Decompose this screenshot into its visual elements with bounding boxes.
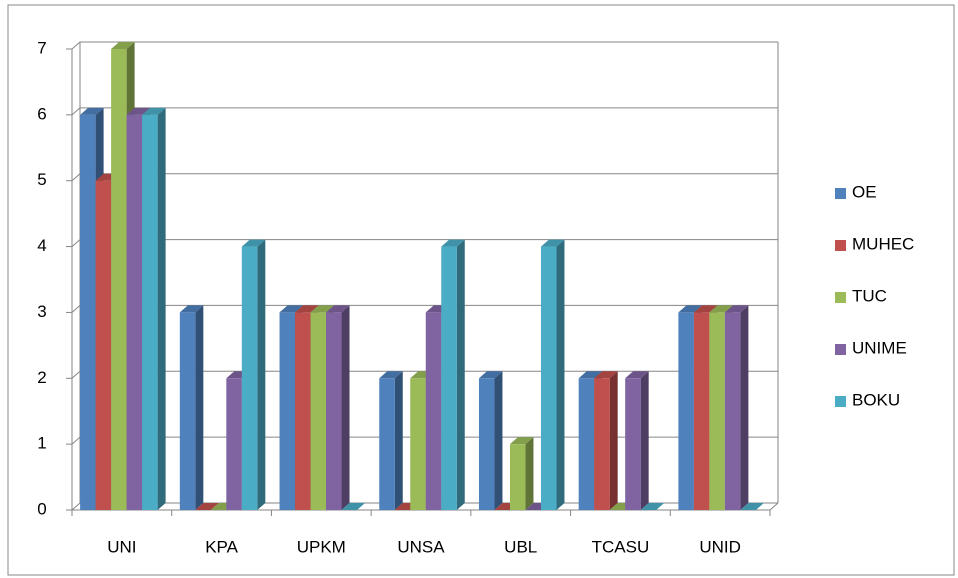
bar-side [740,305,749,510]
legend-label: BOKU [852,390,900,409]
bar [126,114,143,510]
bar-side [341,305,350,510]
bar-top [80,107,104,115]
bar-top [478,371,503,379]
bar [425,312,442,510]
bar-side [609,371,618,510]
bar-top [279,305,304,313]
bar-top [509,437,534,445]
bar [326,312,342,510]
bar-top [341,503,366,510]
bar-top [441,239,465,247]
bar-top [142,107,166,115]
bar-top [693,305,718,313]
bar-top [640,503,665,510]
bar-top [310,305,335,313]
bar-side [195,305,204,510]
x-tick-label: UNSA [397,537,445,556]
grid-line [71,239,778,247]
bar [241,246,258,511]
legend-label: MUHEC [852,234,914,253]
legend-swatch [835,240,846,251]
bar-side [394,371,403,510]
bar [179,312,196,510]
legend-label: UNIME [852,338,907,357]
bar [509,444,526,510]
bar-top [709,305,733,313]
bar [625,378,641,510]
grid-line [71,173,778,182]
x-tick-label: KPA [205,537,238,556]
bar [724,312,741,510]
bar [709,312,725,510]
bar-top [326,305,350,313]
bar [441,246,457,511]
bar [540,246,557,511]
bar [95,180,112,510]
bar [678,312,694,510]
bar [295,312,311,510]
legend-label: TUC [852,286,887,305]
bar [310,312,327,510]
bar [594,378,610,510]
bar [379,378,395,510]
bar [80,114,96,510]
x-tick-label: TCASU [592,537,650,556]
bar [142,114,158,510]
bar [478,378,495,510]
legend-swatch [835,188,846,199]
y-tick-label: 1 [37,434,46,453]
x-tick-label: UPKM [297,537,346,556]
bar-top [126,107,151,115]
bar-side [494,371,503,510]
bar-top [111,42,135,49]
bar [279,312,296,510]
bar-top [724,305,749,313]
legend-swatch [835,292,846,303]
y-tick-label: 3 [37,302,46,321]
bar-side [456,239,465,511]
bar-top [540,239,565,247]
bar-top [195,503,219,510]
bar [410,378,426,510]
y-tick-label: 7 [37,38,46,57]
floor-right [769,502,779,511]
bar-side [157,107,166,510]
y-tick-label: 4 [37,236,46,255]
bar [111,49,127,510]
grid-line [71,107,778,116]
bar-top [594,371,618,379]
y-tick-label: 0 [37,499,46,518]
y-tick-label: 5 [37,170,46,189]
y-tick-label: 6 [37,104,46,123]
y-tick-label: 2 [37,368,46,387]
bar [693,312,710,510]
bar-top [241,239,266,247]
bar [578,378,595,510]
grid-line [71,41,778,50]
bar [226,378,242,510]
x-tick-label: UNID [699,537,741,556]
legend-swatch [835,396,846,407]
bar-side [556,239,565,511]
x-tick-label: UBL [504,537,537,556]
bar-side [640,371,649,510]
bar-top [578,371,603,379]
bar-top [379,371,403,379]
legend-swatch [835,344,846,355]
bar-side [525,437,534,510]
bar-top [179,305,204,313]
x-tick-label: UNI [107,537,136,556]
bar-top [678,305,702,313]
bar-top [625,371,649,379]
legend-label: OE [852,182,877,201]
bar-top [740,503,764,510]
bar-side [257,239,266,511]
bar-top [295,305,319,313]
